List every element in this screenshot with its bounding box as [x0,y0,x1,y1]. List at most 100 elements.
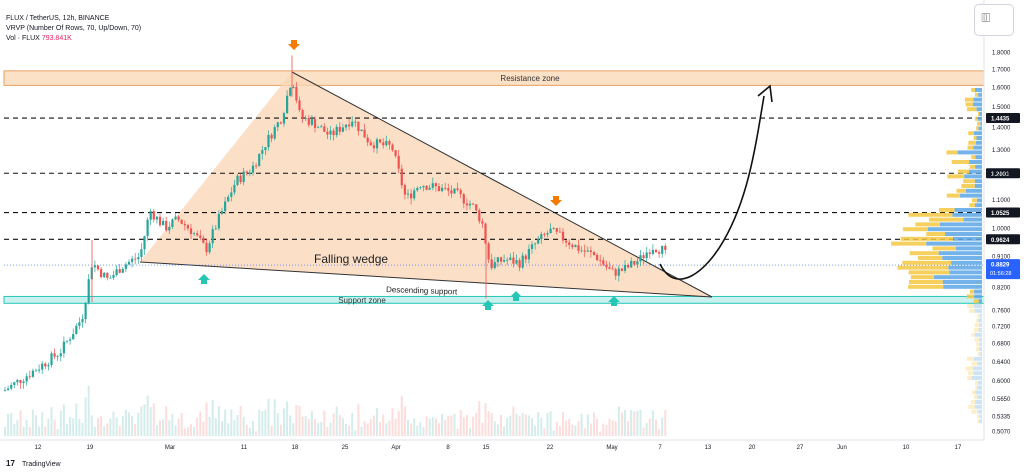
volume-bar [531,418,533,436]
buy-signal-arrow [608,296,620,306]
candle-body [112,275,115,278]
time-axis-tick-label: Apr [391,445,400,451]
volume-profile-up [979,342,982,347]
volume-profile-down [977,419,980,424]
price-axis-tick-label: 1.7000 [992,68,1011,74]
candle-body [211,229,214,244]
candle-body [642,255,645,259]
candle-body [248,172,251,174]
volume-bar [72,418,75,436]
volume-bar [382,414,385,436]
price-axis[interactable]: 1.8000 1.7000 1.6000 1.5000 1.4000 1.3000 1.20… [983,0,1011,440]
volume-profile-down [975,380,978,385]
volume-bar [140,406,143,436]
candle-body [230,192,233,197]
candle-body [360,129,363,132]
volume-bar [394,418,397,436]
volume-bar [555,421,558,436]
candle-body [651,249,654,254]
volume-bar [472,416,475,436]
time-axis-tick-label: 27 [797,445,804,451]
volume-bar [459,410,462,436]
volume-bar [307,419,310,436]
volume-bar [338,414,341,436]
price-axis-tick-label: 1.6000 [992,86,1011,92]
volume-profile-down [961,184,975,188]
candle-body [317,127,320,129]
candle-body [189,228,193,234]
candle-body [335,126,338,136]
candle-body [245,171,248,173]
candle-body [654,249,658,253]
volume-bar [341,418,344,436]
volume-bar [456,428,459,436]
price-axis-tick-label: 1.2000 [992,172,1011,178]
resistance-zone [3,70,985,86]
candle-body [286,95,289,114]
volume-bar [245,424,248,436]
volume-profile-up [975,155,982,160]
volume-profile-down [946,150,958,155]
candle-body [53,353,56,357]
candle-body [555,228,558,232]
volume-profile-up [969,160,982,164]
volume-profile-up [942,256,982,260]
volume-profile-up [979,313,982,318]
volume-profile-down [972,390,976,395]
volume-bar [357,404,360,436]
volume-bar [186,427,189,436]
volume-bar [174,425,177,436]
volume-profile-down [967,304,974,308]
candle-body [146,219,149,237]
volume-bar [90,415,93,436]
volume-bar [624,409,626,436]
price-axis-tick-label: 0.6800 [992,342,1011,348]
candle-body [56,356,59,358]
price-level-tag-label: 1.2001 [991,172,1010,178]
volume-profile-down [928,217,964,222]
volume-bar [540,417,543,436]
volume-bar [183,428,186,436]
time-axis-tick-label: 15 [483,445,490,451]
volume-bar [84,397,87,436]
time-axis[interactable]: 12 19 Mar 11 18 25 Apr 8 15 22 May 7 13 20 27 Jun 10 17 [0,439,984,451]
volume-bar [242,416,245,436]
volume-bar [35,415,37,436]
candle-body [115,269,118,276]
volume-bar [258,409,261,436]
candle-body [320,126,323,128]
volume-profile-down [975,347,980,352]
volume-bar [62,404,65,436]
projection-curve [659,95,765,280]
time-axis-tick-label: 12 [35,445,42,451]
volume-profile-down [951,160,970,164]
candle-body [93,265,96,268]
volume-bar [376,407,378,436]
candle-body [143,236,146,250]
price-axis-tick-label: 0.7200 [992,325,1011,331]
volume-profile-down [966,294,975,299]
time-axis-tick-label: 8 [446,445,450,451]
volume-bar [78,418,81,436]
volume-profile-up [977,395,982,400]
candle-body [416,187,419,191]
candle-body [217,213,220,229]
candle-body [444,187,447,189]
volume-bar [419,422,422,436]
candle-body [592,252,596,255]
candle-body [611,268,614,270]
candle-body [599,260,602,261]
volume-profile-up [975,164,982,169]
volume-bar [583,428,586,436]
volume-profile-down [976,126,979,131]
candle-body [571,244,574,248]
volume-profile-up [974,404,982,409]
candle-body [84,303,87,320]
camera-icon[interactable]: ⌷⃞ [974,4,1014,36]
price-levels: 1.4435 1.2001 1.0525 0.9624 0.8829 01:56:28 [4,113,1020,280]
volume-bar [574,425,577,436]
candle-body [34,370,38,372]
volume-bar [261,411,264,436]
volume-bar [345,423,347,436]
